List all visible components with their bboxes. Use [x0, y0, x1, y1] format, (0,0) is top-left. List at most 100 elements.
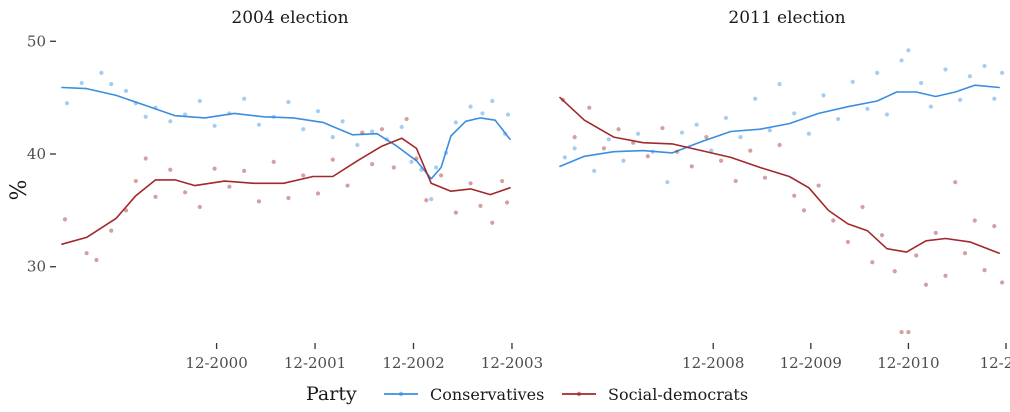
trend-line	[559, 84, 1000, 168]
poll-point	[806, 131, 811, 136]
poll-point	[777, 82, 782, 87]
poll-point	[738, 134, 743, 140]
poll-point	[168, 167, 173, 172]
poll-point	[256, 122, 262, 127]
poll-point	[391, 165, 396, 170]
poll-point	[480, 111, 485, 116]
poll-point	[370, 162, 375, 167]
y-tick-label: 40	[27, 145, 46, 163]
poll-point	[923, 282, 929, 287]
series-social-democrats	[61, 116, 511, 263]
poll-point	[953, 180, 958, 185]
poll-point	[884, 112, 890, 117]
poll-point	[153, 194, 158, 199]
poll-point	[360, 130, 365, 135]
y-tick-label: 30	[27, 258, 46, 276]
series-conservatives	[61, 70, 511, 202]
poll-point	[94, 257, 99, 263]
poll-point	[962, 251, 968, 256]
poll-point	[870, 260, 875, 265]
poll-point	[330, 134, 335, 140]
poll-point	[879, 233, 885, 238]
trend-line	[61, 86, 511, 180]
poll-point	[733, 178, 738, 184]
x-tick-label: 12-2008	[682, 354, 744, 372]
poll-point	[438, 173, 444, 178]
series-conservatives	[559, 48, 1005, 185]
poll-point	[434, 165, 439, 170]
poll-point	[168, 119, 173, 124]
legend-label: Social-democrats	[608, 385, 748, 404]
poll-point	[801, 208, 807, 213]
poll-point	[109, 82, 114, 87]
poll-point	[468, 104, 473, 109]
y-axis-title: %	[7, 180, 32, 201]
poll-point	[860, 204, 865, 210]
poll-point	[777, 142, 782, 148]
facet-panel: 2004 election 12-2000 12-2001 12-2002 12-200…	[61, 8, 543, 372]
poll-point	[753, 96, 758, 101]
poll-point	[821, 93, 826, 98]
x-tick-label: 12-2001	[284, 354, 346, 372]
poll-point	[992, 224, 997, 229]
poll-point	[500, 178, 505, 184]
poll-point	[330, 157, 335, 162]
poll-point	[404, 116, 409, 122]
poll-point	[197, 204, 202, 210]
legend-entry: Social-democrats	[562, 385, 748, 404]
poll-point	[62, 217, 68, 222]
poll-point	[123, 88, 129, 93]
poll-point	[875, 70, 880, 75]
poll-point	[143, 114, 148, 119]
x-tick-label: 12-2000	[185, 354, 247, 372]
poll-point	[468, 181, 473, 186]
poll-point	[505, 112, 511, 117]
poll-point	[315, 109, 321, 114]
poll-point	[562, 155, 567, 160]
poll-point	[689, 164, 694, 169]
poll-point	[723, 115, 729, 121]
poll-point	[933, 230, 938, 236]
legend-label: Conservatives	[430, 385, 544, 404]
legend-key-point	[398, 391, 404, 397]
poll-point	[999, 70, 1005, 75]
poll-point	[301, 173, 306, 178]
poll-point	[982, 63, 987, 69]
poll-point	[256, 199, 262, 204]
poll-point	[504, 200, 510, 205]
poll-point	[906, 330, 911, 335]
poll-point	[182, 190, 188, 195]
poll-point	[660, 125, 665, 131]
poll-point	[490, 220, 495, 225]
poll-point	[271, 159, 276, 164]
facets: 2004 election 12-2000 12-2001 12-2002 12-200…	[61, 8, 1010, 372]
poll-point	[792, 193, 797, 198]
series-social-democrats	[559, 96, 1005, 335]
poll-point	[242, 168, 247, 174]
y-axis: 50 40 30	[27, 32, 56, 276]
poll-point	[572, 134, 577, 140]
poll-point	[845, 239, 850, 245]
poll-point	[478, 203, 483, 208]
poll-point	[865, 106, 870, 112]
poll-point	[635, 131, 641, 136]
poll-point	[914, 253, 919, 258]
poll-point	[621, 158, 626, 163]
poll-point	[999, 280, 1005, 285]
poll-point	[918, 80, 924, 86]
x-tick-label: 12-2009	[780, 354, 842, 372]
poll-point	[587, 105, 592, 110]
legend: Party Conservatives Social-democrats	[306, 383, 748, 405]
trend-line	[559, 96, 1000, 254]
y-tick-label: 50	[27, 32, 46, 50]
poll-point	[453, 120, 458, 125]
poll-point	[836, 116, 841, 122]
poll-point	[850, 79, 855, 84]
poll-point	[143, 156, 148, 161]
poll-point	[212, 166, 217, 171]
poll-point	[315, 191, 321, 196]
poll-point	[704, 134, 709, 140]
poll-point	[490, 98, 495, 104]
poll-point	[345, 183, 350, 188]
